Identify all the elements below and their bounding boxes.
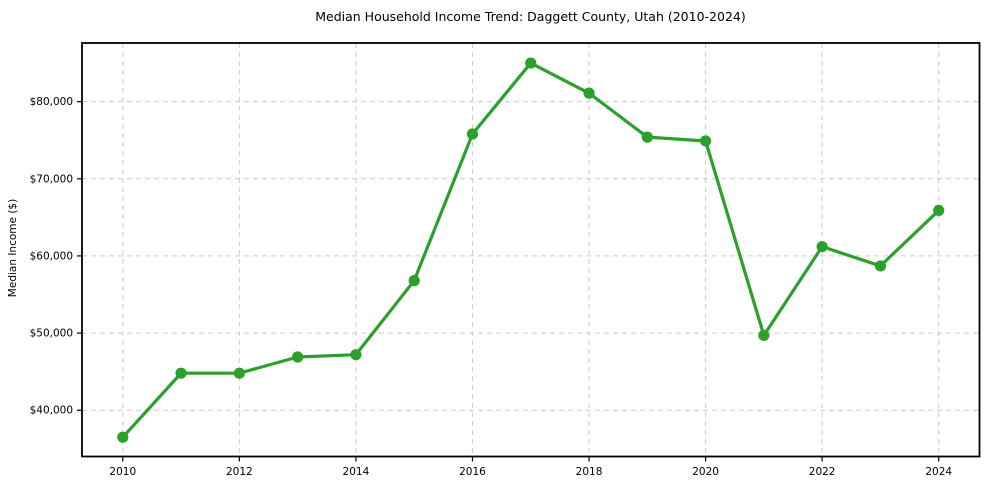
data-point — [175, 367, 187, 379]
y-tick-label: $60,000 — [30, 250, 73, 262]
x-tick-label: 2024 — [925, 466, 952, 478]
data-point — [350, 349, 362, 361]
trend-line — [121, 61, 941, 439]
y-tick-label: $40,000 — [30, 405, 73, 417]
data-point — [874, 260, 887, 272]
y-axis-label: Median Income ($) — [7, 199, 19, 297]
data-point — [583, 87, 595, 99]
data-point — [117, 431, 129, 443]
plot-area: $40,000 $50,000 $60,000 $70,000 $80,000 2010 2… — [30, 42, 981, 478]
x-tick-label: 2020 — [692, 466, 719, 478]
x-tick-label: 2014 — [343, 466, 370, 478]
data-point — [758, 329, 770, 341]
x-tick-label: 2018 — [576, 466, 603, 478]
plot-frame — [81, 42, 981, 458]
data-point — [816, 241, 828, 253]
y-tick-label: $80,000 — [30, 96, 73, 108]
data-point — [525, 57, 537, 69]
chart-title: Median Household Income Trend: Daggett C… — [315, 9, 746, 24]
y-tick-label: $70,000 — [30, 173, 73, 185]
x-tick-label: 2012 — [226, 466, 253, 478]
data-point — [233, 367, 245, 379]
data-point — [699, 135, 712, 147]
data-point — [408, 275, 420, 287]
x-tick-label: 2016 — [459, 466, 486, 478]
data-point — [466, 128, 479, 140]
data-point — [641, 131, 653, 143]
data-point — [933, 204, 945, 217]
y-tick-label: $50,000 — [30, 328, 73, 340]
x-tick-label: 2022 — [809, 466, 836, 478]
x-tick-label: 2010 — [109, 466, 136, 478]
data-point — [292, 351, 304, 363]
